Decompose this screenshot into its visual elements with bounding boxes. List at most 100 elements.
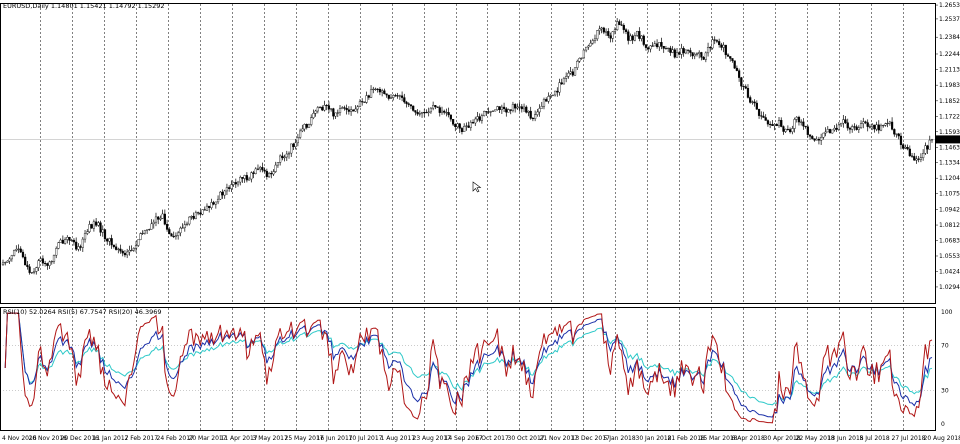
candle-body [418, 113, 421, 115]
candle-body [248, 178, 251, 181]
candle-body [718, 41, 721, 46]
candle-body [106, 238, 109, 242]
candle-body [618, 21, 621, 25]
candle-body [447, 112, 450, 116]
candle-body [866, 122, 869, 127]
price-tick-label: 1.18520 [939, 98, 960, 105]
price-tick-label: 1.15930 [939, 129, 960, 136]
candle-body [143, 230, 146, 234]
candle-body [740, 77, 743, 87]
candle-body [132, 248, 135, 251]
candle-body [265, 170, 268, 177]
x-tick-label: 16 Jun 2017 [317, 435, 353, 442]
price-tick-label: 1.02945 [939, 284, 960, 291]
candle-body [693, 54, 696, 57]
candle-body [197, 212, 200, 214]
candle-body [436, 106, 439, 108]
candle-body [518, 106, 521, 108]
candle-body [90, 224, 93, 229]
candle-body [890, 121, 894, 130]
candle-body [753, 101, 756, 104]
candle-body [773, 124, 776, 126]
candle-body [285, 153, 288, 158]
candle-body [509, 109, 512, 111]
candle-body [405, 101, 408, 104]
candle-body [312, 113, 315, 118]
candle-body [576, 61, 579, 68]
candle-body [680, 48, 683, 55]
candle-body [800, 121, 803, 123]
candle-body [644, 44, 648, 48]
candle-body [396, 95, 399, 97]
candle-body [323, 104, 326, 111]
candle-body [201, 209, 204, 215]
candle-body [695, 53, 699, 55]
candle-body [675, 52, 679, 58]
candle-body [762, 115, 765, 118]
candle-body [795, 116, 798, 120]
candle-body [338, 108, 342, 113]
candle-body [185, 223, 189, 225]
candle-body [400, 95, 404, 98]
candle-body [223, 190, 226, 196]
candle-body [48, 261, 51, 266]
candle-body [596, 30, 599, 40]
candle-body [425, 112, 428, 114]
candle-body [698, 52, 701, 54]
candle-body [412, 105, 415, 111]
price-tick-label: 1.17225 [939, 113, 960, 120]
candle-body [376, 88, 379, 90]
x-tick-label: 5 Jul 2018 [860, 435, 890, 442]
candle-body [893, 129, 896, 135]
candle-body [183, 224, 186, 229]
candle-body [343, 107, 346, 109]
candle-body [294, 142, 297, 147]
candle-body [589, 42, 592, 47]
candle-body [653, 43, 656, 47]
candle-body [434, 105, 437, 107]
candle-body [55, 248, 58, 256]
candle-body [72, 239, 76, 243]
candle-body [66, 237, 69, 240]
candle-body [310, 117, 313, 125]
candle-body [146, 229, 149, 231]
candle-body [899, 135, 903, 145]
candle-body [607, 31, 610, 36]
candle-body [500, 106, 503, 110]
rsi-series-line [4, 312, 933, 424]
candle-body [245, 175, 248, 181]
candle-body [567, 72, 570, 77]
candle-body [713, 39, 716, 41]
candle-body [92, 221, 96, 229]
candle-body [585, 46, 588, 51]
candle-body [786, 128, 789, 130]
candle-body [46, 263, 49, 266]
candle-body [886, 123, 889, 125]
candle-body [318, 106, 322, 108]
x-tick-label: 20 Nov 2016 [29, 435, 68, 442]
candle-body [208, 205, 211, 208]
candle-body [673, 49, 676, 58]
candle-body [63, 239, 67, 244]
candle-body [516, 106, 519, 109]
candle-body [611, 31, 614, 39]
candle-body [749, 97, 752, 103]
candle-body [471, 122, 475, 124]
candle-body [10, 255, 13, 260]
candle-body [81, 238, 84, 248]
candle-body [301, 128, 304, 132]
candle-body [327, 105, 331, 110]
candle-body [491, 110, 495, 112]
x-tick-label: 24 Feb 2017 [157, 435, 195, 442]
candle-body [88, 224, 91, 232]
candle-body [724, 44, 727, 56]
candle-body [161, 213, 164, 219]
x-tick-label: 4 Nov 2016 [2, 435, 37, 442]
candle-body [534, 114, 537, 119]
x-tick-label: 27 Jul 2018 [892, 435, 926, 442]
candle-body [449, 114, 452, 120]
candle-body [57, 242, 60, 249]
candle-body [660, 42, 663, 47]
candle-body [456, 123, 459, 128]
candle-body [897, 133, 900, 137]
